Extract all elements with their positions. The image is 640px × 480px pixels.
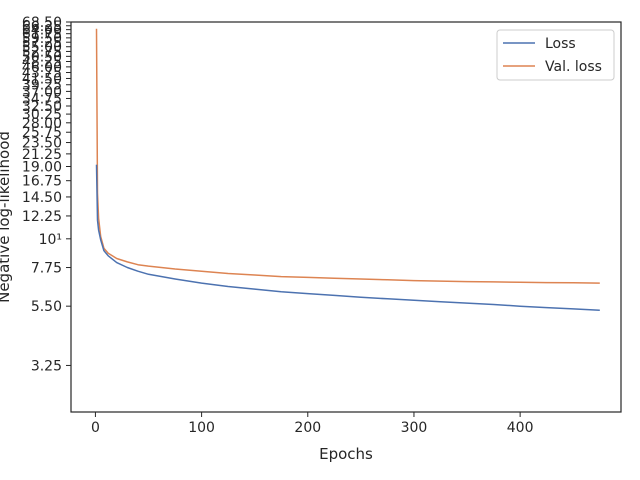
y-tick-label: 43.75 [22, 66, 62, 82]
legend: Loss Val. loss [496, 29, 615, 81]
axes-frame [70, 21, 622, 413]
x-tick-label: 0 [91, 420, 100, 436]
y-tick-label: 39.25 [22, 78, 62, 94]
y-axis-ticks: 3.25 5.50 7.75 10¹ 12.25 14.5016.7519.0021.25… [22, 15, 71, 374]
y-tick-label: 10¹ [39, 232, 62, 248]
series-line-val-loss [95, 28, 600, 284]
y-tick-label: 23.50 [22, 136, 62, 152]
y-tick-label: 59.50 [22, 31, 62, 47]
y-tick-label: 61.75 [22, 27, 62, 43]
legend-label-loss: Loss [545, 36, 576, 52]
y-tick-label: 50.50 [22, 49, 62, 65]
y-tick-label: 64.00 [22, 23, 62, 39]
y-axis-label: Negative log-likelihood [0, 131, 13, 303]
y-tick-label: 3.25 [31, 358, 62, 374]
y-tick-label: 34.75 [22, 91, 62, 107]
y-tick-label: 28.00 [22, 116, 62, 132]
y-tick-label: 68.50 [22, 15, 62, 31]
y-tick-label: 5.50 [31, 299, 62, 315]
y-tick-label: 30.25 [22, 107, 62, 123]
y-tick-label: 41.50 [22, 71, 62, 87]
y-tick-label: 12.25 [22, 209, 62, 225]
x-axis-ticks: 0 100 200 300 400 [91, 412, 534, 436]
y-tick-label: 19.00 [22, 159, 62, 175]
y-tick-label: 48.25 [22, 54, 62, 70]
x-tick-label: 100 [188, 420, 215, 436]
y-tick-label: 32.50 [22, 99, 62, 115]
y-tick-label: 52.75 [22, 44, 62, 60]
y-tick-label: 14.50 [22, 190, 62, 206]
plot-area [95, 28, 600, 312]
y-tick-label: 46.00 [22, 60, 62, 76]
y-tick-label: 37.00 [22, 84, 62, 100]
x-tick-label: 400 [507, 420, 534, 436]
x-tick-label: 300 [401, 420, 428, 436]
y-tick-label: 16.75 [22, 174, 62, 190]
y-tick-label: 55.00 [22, 40, 62, 56]
series-line-loss [95, 164, 600, 312]
y-tick-label: 66.25 [22, 19, 62, 35]
legend-label-val-loss: Val. loss [545, 59, 602, 75]
y-tick-label: 57.25 [22, 35, 62, 51]
y-tick-label: 21.25 [22, 147, 62, 163]
y-tick-label: 7.75 [31, 261, 62, 277]
y-tick-label: 25.75 [22, 125, 62, 141]
x-axis-label: Epochs [319, 445, 373, 463]
x-tick-label: 200 [294, 420, 321, 436]
